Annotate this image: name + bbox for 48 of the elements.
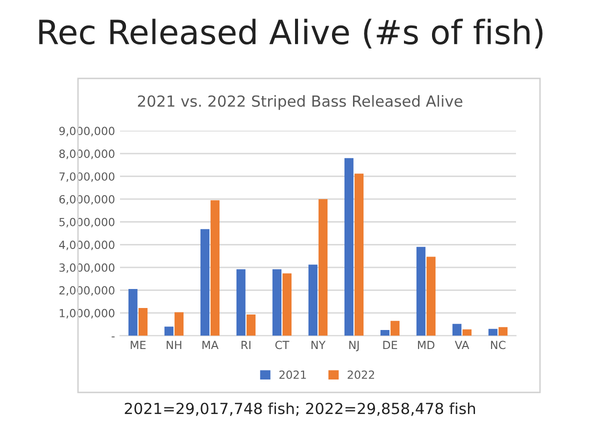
- x-tick-label: CT: [275, 340, 290, 350]
- bar: [426, 256, 436, 336]
- x-tick-label: NJ: [349, 340, 359, 352]
- legend-label: 2021: [279, 370, 306, 379]
- bar: [282, 273, 292, 336]
- bar: [462, 329, 472, 336]
- bar: [128, 289, 138, 336]
- x-tick-label: VA: [454, 340, 470, 350]
- chart-subtitle: Rec Released Alive (#s of fish): [39, 18, 542, 48]
- x-tick-label: MA: [202, 340, 218, 350]
- bar: [488, 328, 498, 336]
- y-tick-label: 4,000,000: [59, 240, 114, 250]
- bar: [308, 264, 318, 336]
- y-tick-label: 9,000,000: [59, 126, 114, 136]
- x-tick-label: MD: [418, 340, 434, 350]
- y-tick-label: -: [112, 336, 115, 338]
- bar: [200, 229, 210, 336]
- bar: [416, 246, 426, 336]
- y-tick-label: 5,000,000: [59, 218, 114, 228]
- bar: [344, 158, 354, 336]
- bar: [138, 308, 148, 336]
- y-tick-label: 6,000,000: [59, 195, 114, 205]
- text: 2021=29,017,748 fish; 2022=29,858,478 fish: [124, 402, 475, 416]
- y-tick-label: 7,000,000: [60, 172, 114, 182]
- x-tick-label: RI: [242, 340, 250, 350]
- y-tick-label: 1,000,000: [60, 308, 114, 318]
- x-tick-label: NC: [491, 340, 506, 350]
- legend-label: 2022: [348, 370, 374, 379]
- bar: [318, 199, 328, 336]
- bar: [452, 324, 462, 336]
- x-tick-label: NH: [166, 340, 182, 350]
- bar: [210, 200, 220, 336]
- bar: [164, 326, 174, 336]
- bar: [174, 312, 184, 336]
- chart-title: 2021 vs. 2022 Striped Bass Released Alive: [138, 95, 462, 110]
- y-tick-label: 8,000,000: [59, 150, 114, 160]
- y-tick-label: 3,000,000: [59, 263, 114, 273]
- x-tick-label: ME: [130, 340, 146, 350]
- y-tick-label: 2,000,000: [59, 286, 114, 296]
- bar: [380, 330, 390, 336]
- bar: [354, 174, 364, 336]
- x-tick-label: DE: [383, 340, 398, 350]
- bar: [246, 314, 256, 336]
- bar: [390, 320, 400, 336]
- bar: [272, 269, 282, 336]
- bar: [236, 269, 246, 336]
- x-tick-label: NY: [312, 340, 326, 350]
- bar: [498, 327, 508, 336]
